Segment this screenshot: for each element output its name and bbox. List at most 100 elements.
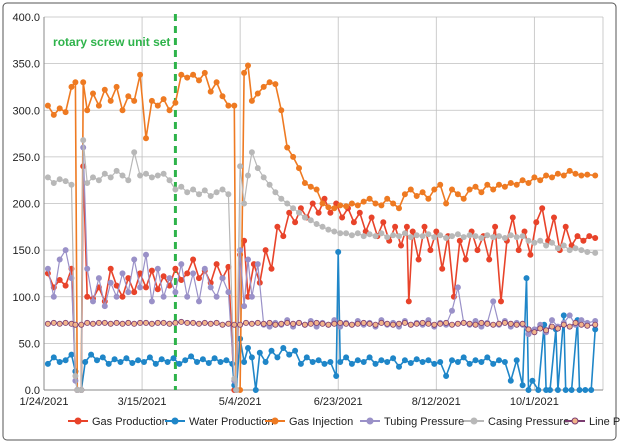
data-point [195,320,202,327]
annotation-layer: rotary screw unit set [53,14,177,390]
data-point [525,179,532,186]
data-point [225,102,232,109]
data-point [466,360,473,367]
data-point [241,200,248,207]
data-point [513,234,520,241]
data-point [184,74,191,81]
data-point [390,321,397,328]
data-point [513,357,520,364]
data-point [427,247,434,254]
series-gas-injection [44,62,599,393]
data-point [178,71,185,78]
data-point [148,97,155,104]
data-point [315,357,322,364]
data-point [454,358,461,365]
data-point [172,99,179,106]
data-point [327,209,334,216]
data-point [50,179,57,186]
data-point [313,220,320,227]
data-point [448,233,455,240]
data-point [339,214,346,221]
data-point [90,298,97,305]
data-point [284,144,291,151]
data-point [219,321,226,328]
data-point [95,177,102,184]
data-point [160,293,167,300]
data-point [495,233,502,240]
data-point [551,214,558,221]
data-point [443,319,450,326]
data-point [286,209,293,216]
data-point [419,189,426,196]
data-point [584,322,591,329]
data-point [176,360,183,367]
data-point [111,356,118,363]
data-point [295,165,302,172]
data-point [172,289,179,296]
data-point [207,88,214,95]
data-point [166,275,173,282]
data-point [507,320,514,327]
data-point [549,323,556,330]
data-point [125,289,132,296]
data-point [448,186,455,193]
data-point [560,312,567,319]
data-point [472,357,479,364]
data-point [142,251,149,258]
data-point [292,219,299,226]
data-point [407,234,414,241]
data-point [531,329,538,336]
data-point [507,179,514,186]
data-point [158,356,165,363]
data-point [205,359,212,366]
data-point [525,237,532,244]
data-point [401,191,408,198]
data-point [125,93,132,100]
data-point [554,245,561,252]
data-point [495,357,502,364]
data-point [201,319,208,326]
data-point [68,83,75,90]
data-point [348,232,355,239]
data-point [433,228,440,235]
data-point [301,321,308,328]
legend-item: Gas Production [68,416,168,428]
data-point [307,183,314,190]
data-point [490,186,497,193]
data-point [101,319,108,326]
data-point [182,357,189,364]
data-point [554,386,561,393]
legend-label: Water Production [189,416,274,428]
data-point [527,251,534,258]
data-point [123,355,130,362]
data-point [531,174,538,181]
data-point [407,321,414,328]
data-point [101,86,108,93]
data-point [166,107,173,114]
data-point [272,321,279,328]
data-point [392,223,399,230]
data-point [448,321,455,328]
data-point [372,321,379,328]
data-point [525,386,532,393]
data-point [248,293,255,300]
data-point [390,232,397,239]
data-point [543,327,550,334]
data-point [72,321,79,328]
data-point [231,102,238,109]
data-point [137,284,144,291]
legend-label: Gas Production [92,416,168,428]
data-point [333,372,340,379]
data-point [190,186,197,193]
data-point [378,202,385,209]
data-point [160,96,167,103]
data-point [101,303,108,310]
data-point [466,232,473,239]
data-point [301,214,308,221]
data-point [578,321,585,328]
data-point [519,233,526,240]
data-point [241,69,248,76]
data-point [290,320,297,327]
data-point [274,223,281,230]
data-point [88,351,95,358]
